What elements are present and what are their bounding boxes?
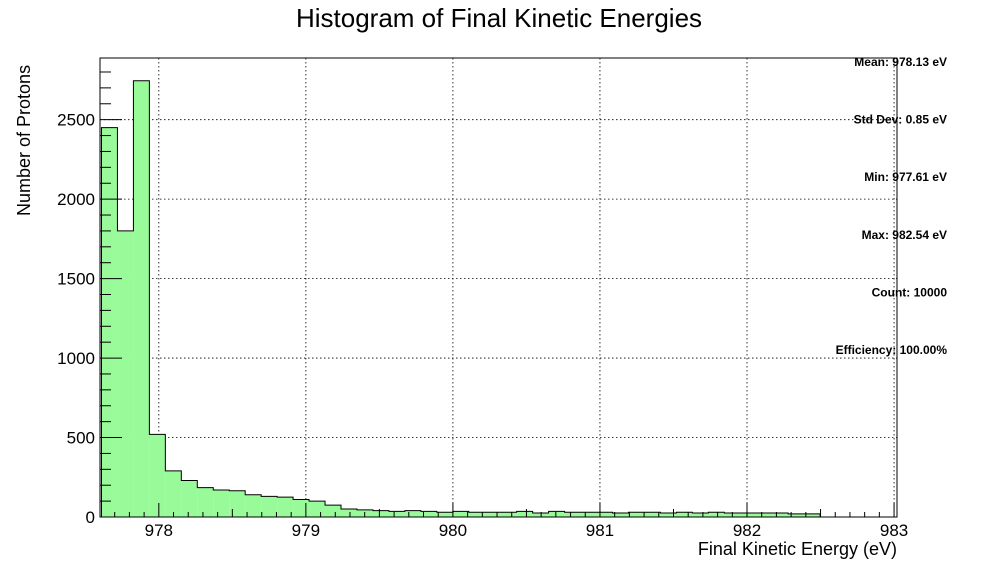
histogram-bar <box>612 513 629 517</box>
histogram-bar <box>420 511 437 517</box>
histogram-bar <box>772 513 789 517</box>
histogram-bar <box>117 230 134 517</box>
histogram-bar <box>165 470 182 517</box>
histogram-bar <box>516 511 533 517</box>
histogram-bar <box>133 80 150 518</box>
x-tick-label: 981 <box>586 521 614 540</box>
histogram-bars <box>100 80 821 518</box>
histogram-bar <box>181 480 198 517</box>
histogram-bar <box>596 512 613 517</box>
histogram-outline <box>100 80 821 517</box>
histogram-bar <box>788 513 805 517</box>
histogram-bar <box>372 510 389 517</box>
chart-title: Histogram of Final Kinetic Energies <box>296 3 702 33</box>
stat-line: Mean: 978.13 eV <box>854 55 947 69</box>
stat-line: Std Dev: 0.85 eV <box>854 113 947 127</box>
histogram-bar <box>468 512 485 517</box>
y-axis-label: Number of Protons <box>14 65 34 216</box>
x-tick-label: 979 <box>292 521 320 540</box>
stat-line: Count: 10000 <box>872 285 948 299</box>
histogram-bar <box>309 501 326 517</box>
y-tick-labels: 0 500 1000 1500 2000 2500 <box>57 111 95 527</box>
histogram-bar <box>229 490 246 517</box>
histogram-bar <box>197 487 214 517</box>
histogram-bar <box>548 511 565 517</box>
histogram-bar <box>277 497 294 517</box>
stat-line: Min: 977.61 eV <box>864 170 947 184</box>
histogram-bar <box>293 499 310 517</box>
histogram-bar <box>708 512 725 517</box>
histogram-bar <box>660 513 677 517</box>
stat-line: Efficiency: 100.00% <box>836 343 948 357</box>
histogram-bar <box>756 513 773 517</box>
x-tick-label: 983 <box>880 521 908 540</box>
y-tick-label: 2500 <box>57 111 95 130</box>
histogram-bar <box>341 509 357 517</box>
histogram-bar <box>388 511 405 517</box>
histogram-bar <box>213 489 230 517</box>
histogram-bar <box>804 513 821 517</box>
y-tick-label: 500 <box>67 429 95 448</box>
x-tick-label: 982 <box>733 521 761 540</box>
histogram-bar <box>325 505 342 517</box>
histogram-bar <box>580 512 597 517</box>
histogram-bar <box>532 513 549 517</box>
histogram-bar <box>245 494 262 517</box>
x-tick-labels: 978 979 980 981 982 983 <box>145 521 909 540</box>
histogram-bar <box>436 512 453 517</box>
y-tick-label: 1500 <box>57 270 95 289</box>
stats-box: Mean: 978.13 eV Std Dev: 0.85 eV Min: 977.… <box>836 55 948 357</box>
axis-ticks <box>99 71 895 518</box>
histogram-bar <box>101 127 118 517</box>
histogram-bar <box>692 513 709 517</box>
x-axis-label: Final Kinetic Energy (eV) <box>698 539 897 559</box>
histogram-bar <box>628 512 645 517</box>
histogram-bar <box>740 513 757 517</box>
x-tick-label: 980 <box>439 521 467 540</box>
histogram-bar <box>484 512 501 517</box>
histogram-bar <box>149 434 166 517</box>
stat-line: Max: 982.54 eV <box>862 228 947 242</box>
histogram-bar <box>261 496 278 517</box>
y-tick-label: 1000 <box>57 349 95 368</box>
histogram-bar <box>564 512 581 517</box>
y-tick-label: 2000 <box>57 190 95 209</box>
x-tick-label: 978 <box>145 521 173 540</box>
histogram-bar <box>676 512 693 517</box>
histogram-bar <box>404 510 421 517</box>
grid-lines <box>100 58 897 517</box>
histogram-bar <box>452 511 469 517</box>
plot-frame <box>99 57 898 518</box>
histogram-bar <box>500 512 517 517</box>
histogram-bar <box>644 512 661 517</box>
y-tick-label: 0 <box>86 508 95 527</box>
